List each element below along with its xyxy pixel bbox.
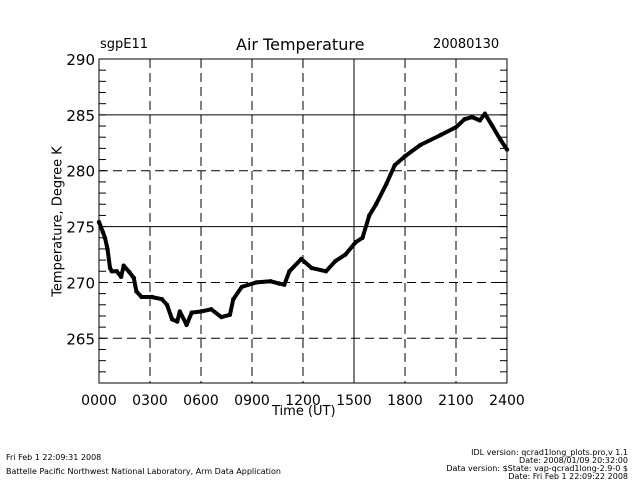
data-point <box>100 229 106 235</box>
data-point <box>164 302 170 307</box>
x-tick-label: 0000 <box>81 393 117 409</box>
data-point <box>109 269 114 274</box>
data-point <box>175 319 180 324</box>
data-point <box>360 235 365 240</box>
data-point <box>131 275 137 281</box>
x-tick-label: 0600 <box>183 393 219 409</box>
data-point <box>277 281 282 286</box>
data-point <box>309 265 314 271</box>
data-point <box>127 270 132 275</box>
y-tick-label: 275 <box>66 219 95 237</box>
site-label: sgpE11 <box>100 37 149 52</box>
data-point <box>184 322 189 328</box>
y-tick-label: 265 <box>66 330 95 348</box>
data-point <box>118 274 124 280</box>
data-point <box>469 114 475 120</box>
footer-data-date: Date: Fri Feb 1 22:09:22 2008 <box>508 472 628 481</box>
footer-idl-version: IDL version: qcrad1long_plots.pro,v 1.1 <box>471 448 628 457</box>
data-point <box>384 181 389 187</box>
footer-institution: Battelle Pacific Northwest National Labo… <box>6 467 281 476</box>
footer-run-time: Fri Feb 1 22:09:31 2008 <box>6 453 102 462</box>
data-point <box>231 297 236 302</box>
data-point <box>134 289 139 294</box>
chart-title: Air Temperature <box>236 35 365 54</box>
x-axis-label: Time (UT) <box>272 404 336 419</box>
data-point <box>219 314 224 320</box>
x-tick-label: 0300 <box>132 393 168 409</box>
data-point <box>114 269 120 274</box>
data-point <box>287 269 292 274</box>
x-tick-label: 1200 <box>285 393 321 409</box>
y-tick-label: 280 <box>66 163 95 181</box>
data-point <box>402 154 408 159</box>
x-tick-label: 2100 <box>438 393 474 409</box>
data-point <box>102 235 108 240</box>
y-tick-label: 290 <box>66 51 95 69</box>
data-point <box>139 294 144 300</box>
data-point <box>453 124 459 130</box>
data-point <box>504 147 510 152</box>
data-point <box>169 317 175 322</box>
data-point <box>239 284 244 290</box>
data-point <box>209 307 214 312</box>
data-point <box>373 202 379 207</box>
y-axis-label: Temperature, Degree K <box>50 146 66 297</box>
data-point <box>482 111 488 116</box>
data-point <box>198 309 204 314</box>
data-point <box>418 142 423 148</box>
footer-data-version: Data version: $State: vap-qcrad1long-2.9… <box>446 464 628 473</box>
date-label: 20080130 <box>433 37 500 52</box>
data-point <box>96 219 102 225</box>
data-point <box>121 263 126 268</box>
x-tick-label: 2400 <box>489 393 525 409</box>
data-point <box>149 294 154 300</box>
data-point <box>489 122 494 128</box>
data-point <box>282 282 287 287</box>
data-point <box>189 310 194 315</box>
data-point <box>367 213 372 218</box>
data-point <box>353 240 358 245</box>
data-point <box>159 297 165 302</box>
footer-idl-date: Date: 2008/01/09 20:32:00 <box>519 456 628 465</box>
data-point <box>438 132 443 138</box>
y-tick-label: 270 <box>66 274 95 292</box>
data-point <box>177 309 182 314</box>
data-point <box>299 256 304 262</box>
data-point <box>392 162 397 168</box>
data-point <box>323 269 329 274</box>
data-point <box>105 246 110 252</box>
x-tick-label: 0900 <box>234 393 270 409</box>
x-tick-label: 1500 <box>336 393 372 409</box>
data-point <box>462 117 467 122</box>
data-point <box>254 280 259 285</box>
data-point <box>107 265 113 271</box>
data-point <box>498 137 503 142</box>
data-point <box>333 259 338 264</box>
y-tick-label: 285 <box>66 107 95 125</box>
data-point <box>477 118 482 123</box>
data-point <box>227 312 233 318</box>
data-point <box>268 279 273 284</box>
x-tick-label: 1800 <box>387 393 423 409</box>
data-point <box>343 252 348 257</box>
